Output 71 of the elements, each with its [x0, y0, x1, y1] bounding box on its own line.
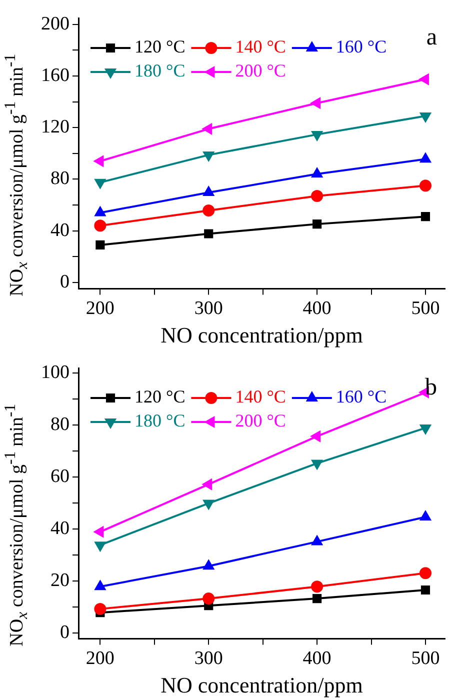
y-tick-label: 100: [41, 362, 70, 384]
point: [94, 206, 106, 216]
x-tick-label: 300: [194, 648, 223, 670]
point: [311, 190, 324, 202]
y-tick-label: 20: [50, 570, 70, 591]
point: [202, 124, 212, 134]
point: [94, 220, 106, 232]
legend-label: 160 °C: [336, 36, 387, 57]
point: [420, 112, 431, 122]
point: [420, 424, 431, 434]
point: [202, 204, 215, 217]
point: [312, 168, 322, 178]
x-tick-label: 300: [194, 298, 223, 320]
point: [312, 594, 322, 604]
y-tick-label: 120: [41, 116, 70, 138]
point: [419, 180, 432, 192]
legend-label: 120 °C: [134, 386, 186, 407]
point: [312, 130, 322, 140]
point: [94, 580, 106, 590]
y-tick-label: 40: [50, 220, 70, 241]
y-tick-label: 80: [50, 168, 70, 190]
point: [203, 500, 214, 510]
y-tick-label: 80: [50, 414, 70, 436]
point: [94, 602, 106, 615]
point: [202, 478, 212, 490]
point: [202, 592, 215, 605]
point: [203, 186, 214, 196]
point: [94, 542, 106, 552]
point: [312, 220, 322, 229]
annotation: b: [425, 374, 437, 400]
point: [94, 156, 104, 166]
y-tick-label: 200: [41, 13, 70, 34]
point: [203, 560, 214, 570]
y-tick-label: 0: [60, 622, 70, 643]
point: [419, 74, 429, 85]
point: [420, 153, 431, 163]
legend-label: 120 °C: [134, 36, 186, 57]
point: [203, 151, 214, 161]
y-tick-label: 40: [50, 518, 70, 539]
point: [420, 212, 430, 222]
legend-label: 200 °C: [235, 410, 286, 431]
x-axis-title: NO concentration/ppm: [160, 322, 363, 348]
legend-label: 200 °C: [235, 60, 286, 81]
point: [311, 580, 324, 593]
legend-label: 160 °C: [336, 386, 387, 407]
point: [94, 178, 106, 188]
point: [419, 567, 432, 580]
y-tick-label: 60: [50, 466, 70, 488]
x-tick-label: 400: [302, 648, 332, 670]
point: [204, 229, 214, 238]
x-tick-label: 200: [86, 648, 114, 670]
legend-label: 180 °C: [134, 60, 186, 81]
x-tick-label: 400: [302, 298, 332, 320]
point: [311, 430, 321, 442]
legend-label: 140 °C: [235, 36, 286, 57]
x-tick-label: 500: [411, 298, 440, 320]
point: [420, 585, 430, 595]
point: [311, 98, 321, 108]
point: [94, 526, 104, 538]
y-tick-label: 0: [60, 271, 70, 292]
legend-label: 180 °C: [134, 410, 186, 431]
point: [312, 460, 322, 470]
annotation: a: [426, 24, 438, 50]
y-tick-label: 160: [41, 65, 70, 86]
legend-label: 140 °C: [235, 386, 286, 407]
x-tick-label: 500: [411, 648, 440, 670]
point: [420, 511, 431, 521]
x-tick-label: 200: [86, 298, 114, 320]
x-axis-title: NO concentration/ppm: [160, 672, 363, 698]
point: [96, 240, 105, 250]
point: [312, 536, 322, 546]
